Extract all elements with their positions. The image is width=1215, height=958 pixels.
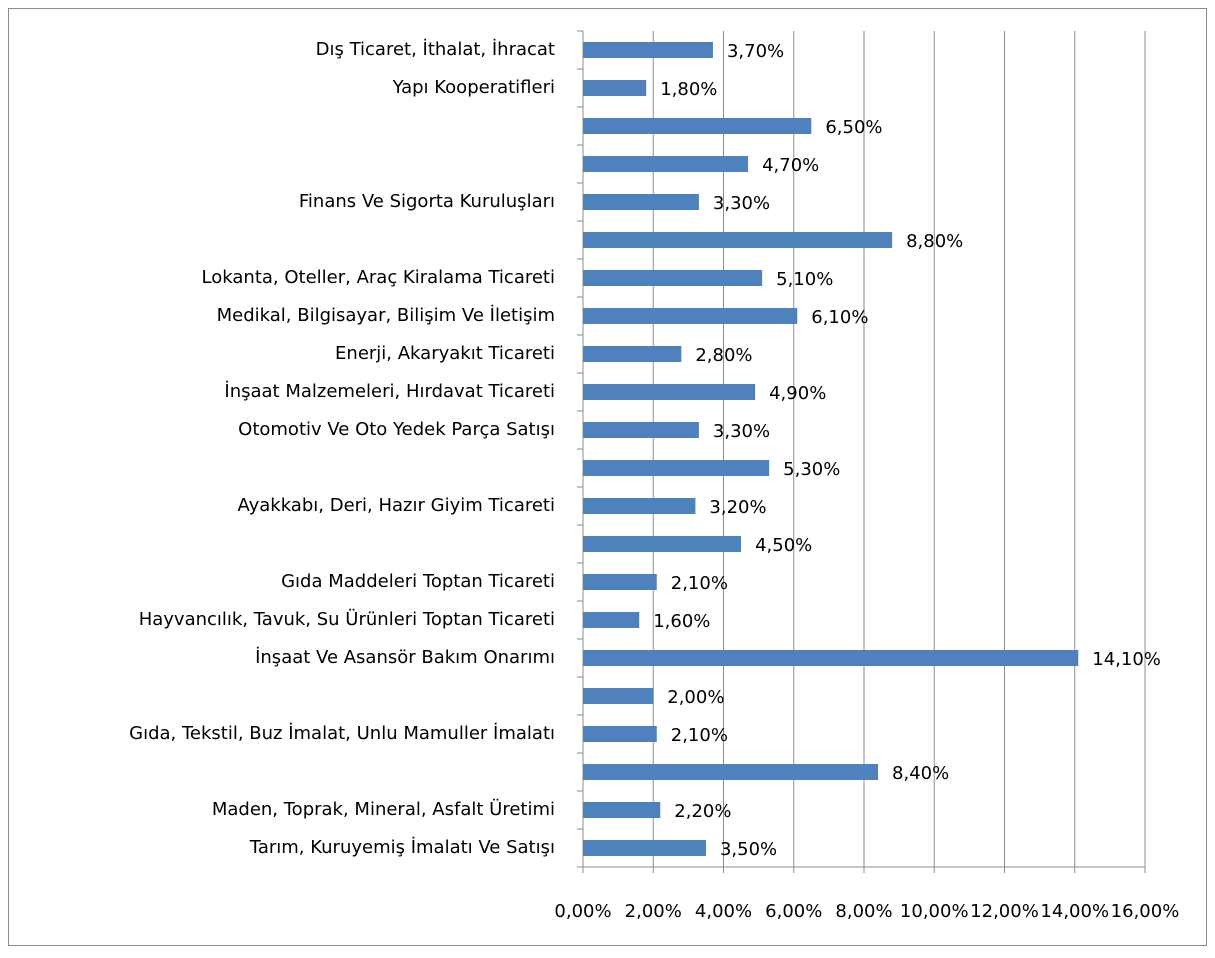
value-label: 6,50% — [825, 117, 882, 138]
bar — [583, 498, 696, 514]
y-tick-label: Ayakkabı, Deri, Hazır Giyim Ticareti — [238, 495, 556, 516]
value-label: 8,80% — [906, 231, 963, 252]
bar — [583, 802, 661, 818]
value-label: 5,10% — [776, 269, 833, 290]
bar — [583, 80, 647, 96]
y-tick-label: İnşaat Ve Asansör Bakım Onarımı — [255, 647, 555, 668]
x-tick-label: 4,00% — [695, 901, 752, 922]
x-tick-label: 14,00% — [1040, 901, 1109, 922]
bar — [583, 118, 812, 134]
bar — [583, 726, 657, 742]
y-tick-label: İnşaat Malzemeleri, Hırdavat Ticareti — [224, 381, 555, 402]
bar — [583, 384, 756, 400]
value-label: 2,80% — [695, 345, 752, 366]
value-label: 2,20% — [674, 801, 731, 822]
value-label: 2,00% — [667, 687, 724, 708]
y-tick-label: Gıda, Tekstil, Buz İmalat, Unlu Mamuller… — [129, 723, 555, 744]
bar — [583, 650, 1079, 666]
value-label: 5,30% — [783, 459, 840, 480]
bar — [583, 308, 798, 324]
y-tick-label: Otomotiv Ve Oto Yedek Parça Satışı — [238, 419, 555, 440]
bar — [583, 612, 640, 628]
value-label: 14,10% — [1092, 649, 1161, 670]
value-label: 1,80% — [660, 79, 717, 100]
bar — [583, 536, 742, 552]
bar — [583, 764, 879, 780]
value-label: 4,50% — [755, 535, 812, 556]
value-label: 3,50% — [720, 839, 777, 860]
value-label: 3,20% — [709, 497, 766, 518]
y-tick-label: Yapı Kooperatifleri — [392, 77, 555, 98]
value-label: 3,70% — [727, 41, 784, 62]
y-tick-label: Lokanta, Oteller, Araç Kiralama Ticareti — [202, 267, 555, 288]
bar — [583, 460, 770, 476]
value-label: 4,70% — [762, 155, 819, 176]
x-tick-label: 10,00% — [900, 901, 969, 922]
y-tick-label: Medikal, Bilgisayar, Bilişim Ve İletişim — [217, 305, 555, 326]
value-label: 1,60% — [653, 611, 710, 632]
x-tick-label: 2,00% — [625, 901, 682, 922]
y-tick-label: Tarım, Kuruyemiş İmalatı Ve Satışı — [249, 837, 555, 858]
x-tick-label: 8,00% — [835, 901, 892, 922]
bar — [583, 688, 654, 704]
value-label: 6,10% — [811, 307, 868, 328]
bar — [583, 232, 893, 248]
x-tick-label: 6,00% — [765, 901, 822, 922]
y-tick-label: Gıda Maddeleri Toptan Ticareti — [281, 571, 555, 592]
y-tick-label: Finans Ve Sigorta Kuruluşları — [299, 191, 555, 212]
y-tick-label: Maden, Toprak, Mineral, Asfalt Üretimi — [212, 798, 555, 820]
value-label: 8,40% — [892, 763, 949, 784]
bar — [583, 422, 699, 438]
y-tick-label: Enerji, Akaryakıt Ticareti — [335, 343, 555, 364]
x-tick-label: 0,00% — [554, 901, 611, 922]
bar — [583, 270, 763, 286]
value-label: 2,10% — [671, 573, 728, 594]
value-label: 4,90% — [769, 383, 826, 404]
y-tick-label: Hayvancılık, Tavuk, Su Ürünleri Toptan T… — [139, 608, 555, 630]
value-label: 3,30% — [713, 193, 770, 214]
bar — [583, 194, 699, 210]
bar — [583, 156, 749, 172]
x-tick-label: 12,00% — [970, 901, 1039, 922]
value-label: 2,10% — [671, 725, 728, 746]
value-label: 3,30% — [713, 421, 770, 442]
bar — [583, 574, 657, 590]
x-tick-label: 16,00% — [1111, 901, 1180, 922]
bar — [583, 42, 713, 58]
bar — [583, 346, 682, 362]
y-tick-label: Dış Ticaret, İthalat, İhracat — [316, 39, 555, 60]
bar — [583, 840, 706, 856]
